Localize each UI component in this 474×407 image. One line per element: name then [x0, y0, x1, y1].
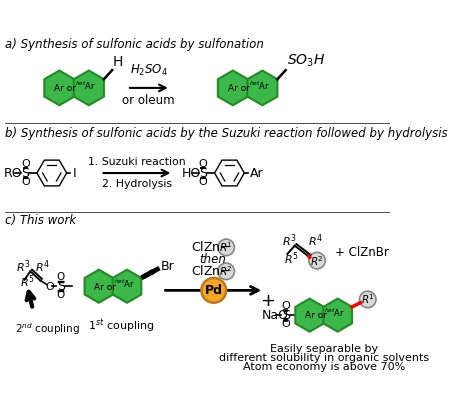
- Text: S: S: [57, 280, 65, 293]
- Text: $^{het}$Ar: $^{het}$Ar: [114, 278, 135, 290]
- Text: $R^5$: $R^5$: [20, 274, 35, 290]
- Text: Atom economy is above 70%: Atom economy is above 70%: [243, 362, 405, 372]
- Text: $^{het}$Ar: $^{het}$Ar: [248, 79, 270, 92]
- Text: $SO_3H$: $SO_3H$: [286, 53, 325, 69]
- Text: $^{het}$Ar: $^{het}$Ar: [325, 306, 346, 319]
- Text: $1^{st}$ coupling: $1^{st}$ coupling: [88, 317, 155, 335]
- Circle shape: [359, 291, 376, 308]
- Text: $R^3$: $R^3$: [16, 258, 31, 275]
- Text: O: O: [199, 159, 208, 169]
- Text: Easily separable by: Easily separable by: [270, 344, 378, 354]
- Text: 1. Suzuki reaction: 1. Suzuki reaction: [88, 157, 186, 167]
- Circle shape: [309, 252, 325, 269]
- Text: ClZn$-$: ClZn$-$: [191, 265, 231, 278]
- Polygon shape: [84, 270, 113, 303]
- Text: S: S: [199, 166, 207, 179]
- Text: $R^2$: $R^2$: [219, 265, 233, 278]
- Polygon shape: [45, 70, 74, 105]
- Text: O: O: [199, 177, 208, 187]
- Polygon shape: [37, 160, 67, 186]
- Text: Pd: Pd: [205, 284, 223, 297]
- Text: $R^5$: $R^5$: [284, 251, 299, 267]
- Text: $R^4$: $R^4$: [308, 232, 323, 249]
- Text: $R^4$: $R^4$: [35, 258, 50, 275]
- Text: Ar or: Ar or: [228, 84, 253, 93]
- Text: O: O: [281, 319, 290, 329]
- Circle shape: [201, 278, 226, 303]
- Text: S: S: [21, 166, 29, 179]
- Text: RO: RO: [4, 166, 22, 179]
- Text: + ClZnBr: + ClZnBr: [335, 246, 389, 259]
- Text: I: I: [73, 166, 76, 179]
- Polygon shape: [295, 299, 324, 332]
- Text: ClZn$-$: ClZn$-$: [191, 241, 231, 254]
- Text: Ar or: Ar or: [54, 84, 79, 93]
- Text: $^{het}$Ar: $^{het}$Ar: [75, 79, 96, 92]
- Text: $R^3$: $R^3$: [282, 232, 296, 249]
- Text: $2^{nd}$ coupling: $2^{nd}$ coupling: [16, 321, 80, 337]
- Text: then: then: [200, 253, 227, 266]
- Circle shape: [218, 263, 235, 280]
- Text: +: +: [260, 292, 275, 310]
- Polygon shape: [113, 270, 141, 303]
- Text: Br: Br: [161, 260, 175, 273]
- Polygon shape: [218, 70, 248, 105]
- Text: $R^1$: $R^1$: [219, 241, 233, 254]
- Text: O: O: [45, 282, 54, 292]
- Text: S: S: [282, 309, 290, 322]
- Text: O: O: [21, 177, 30, 187]
- Text: or oleum: or oleum: [122, 94, 175, 107]
- Text: b) Synthesis of sulfonic acids by the Suzuki reaction followed by hydrolysis: b) Synthesis of sulfonic acids by the Su…: [5, 127, 447, 140]
- Text: different solubility in organic solvents: different solubility in organic solvents: [219, 353, 428, 363]
- Polygon shape: [247, 70, 277, 105]
- Text: Ar or: Ar or: [305, 311, 329, 320]
- Polygon shape: [323, 299, 352, 332]
- Text: a) Synthesis of sulfonic acids by sulfonation: a) Synthesis of sulfonic acids by sulfon…: [5, 38, 264, 51]
- Text: HO: HO: [182, 166, 201, 179]
- Polygon shape: [215, 160, 244, 186]
- Text: O: O: [281, 301, 290, 311]
- Text: O: O: [57, 272, 65, 282]
- Text: $R^2$: $R^2$: [310, 254, 324, 267]
- Text: $H_2SO_4$: $H_2SO_4$: [129, 63, 167, 78]
- Text: c) This work: c) This work: [5, 214, 76, 228]
- Text: O: O: [57, 290, 65, 300]
- Text: 2. Hydrolysis: 2. Hydrolysis: [102, 179, 172, 189]
- Text: H: H: [113, 55, 123, 69]
- Text: Ar or: Ar or: [94, 282, 119, 291]
- Text: O: O: [21, 159, 30, 169]
- Circle shape: [218, 239, 235, 256]
- Text: Ar: Ar: [250, 166, 264, 179]
- Polygon shape: [74, 70, 104, 105]
- Text: $R^1$: $R^1$: [361, 293, 375, 306]
- Text: NaO: NaO: [262, 309, 289, 322]
